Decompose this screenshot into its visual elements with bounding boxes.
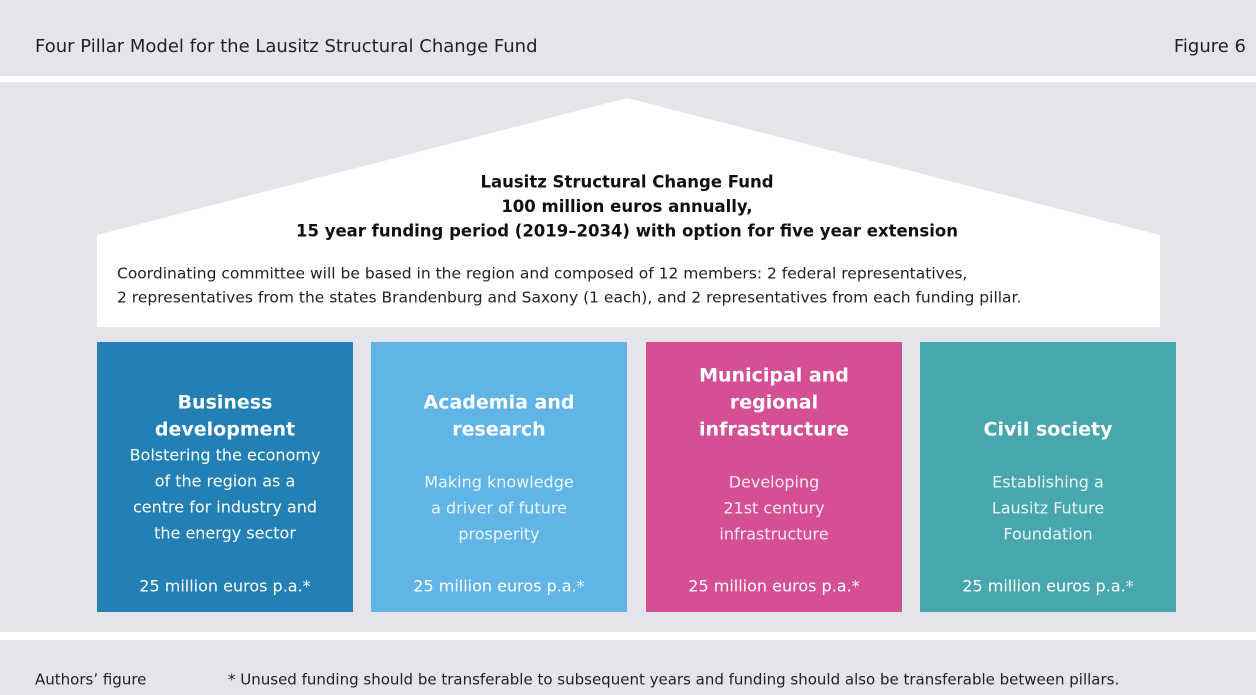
pillar-description: Lausitz Future [992, 499, 1104, 518]
pillar-description: a driver of future [431, 499, 567, 518]
pillar-description: 21st century [723, 499, 824, 518]
pillar-description: Making knowledge [424, 473, 573, 492]
pillar-title: Academia and [424, 392, 575, 414]
committee-line: Coordinating committee will be based in … [117, 265, 967, 283]
pillar [920, 342, 1176, 612]
house-roof [97, 98, 1160, 327]
pillar-title: research [452, 419, 545, 441]
pillar-title: Municipal and [699, 365, 849, 387]
footer-band [0, 640, 1256, 695]
pillar [97, 342, 353, 612]
roof-line: 100 million euros annually, [501, 197, 752, 216]
footer-source: Authors’ figure [35, 671, 146, 689]
roof-line: Lausitz Structural Change Fund [480, 173, 773, 192]
pillar-description: prosperity [458, 525, 539, 544]
pillar-description: Foundation [1003, 525, 1092, 544]
pillar-title: infrastructure [699, 419, 849, 441]
header-title: Four Pillar Model for the Lausitz Struct… [35, 36, 538, 57]
committee-line: 2 representatives from the states Brande… [117, 289, 1021, 307]
pillar-description: Developing [729, 473, 820, 492]
pillar-title: development [155, 419, 295, 441]
pillar-funding: 25 million euros p.a.* [962, 577, 1133, 596]
pillar-funding: 25 million euros p.a.* [688, 577, 859, 596]
pillar-description: Establishing a [992, 473, 1104, 492]
footer-note: * Unused funding should be transferable … [228, 671, 1119, 689]
pillar [646, 342, 902, 612]
pillar-description: infrastructure [719, 525, 828, 544]
pillar-description: of the region as a [155, 472, 296, 491]
pillar [371, 342, 627, 612]
pillar-description: Bolstering the economy [130, 446, 321, 465]
figure-label: Figure 6 [1174, 36, 1246, 57]
pillar-title: Civil society [984, 419, 1114, 441]
roof-line: 15 year funding period (2019–2034) with … [296, 222, 958, 241]
pillar-description: centre for industry and [133, 498, 317, 517]
pillar-title: Business [178, 392, 273, 414]
pillar-funding: 25 million euros p.a.* [413, 577, 584, 596]
header-band [0, 0, 1256, 76]
pillar-funding: 25 million euros p.a.* [139, 577, 310, 596]
pillar-description: the energy sector [154, 524, 296, 543]
pillar-title: regional [730, 392, 818, 414]
